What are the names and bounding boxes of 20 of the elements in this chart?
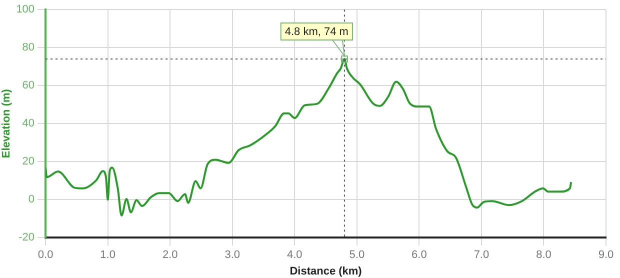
- x-tick-label: 9.0: [598, 249, 614, 262]
- x-tick-label: 1.0: [100, 249, 116, 262]
- x-tick-label: 8.0: [536, 249, 552, 262]
- x-tick-label: 3.0: [224, 249, 240, 262]
- y-tick-label: -20: [18, 232, 35, 244]
- x-tick-label: 4.0: [286, 249, 302, 262]
- x-tick-label: 7.0: [474, 249, 490, 262]
- x-tick-label: 6.0: [412, 249, 427, 262]
- y-tick-label: 100: [16, 4, 35, 16]
- y-axis-title: Elevation (m): [0, 88, 13, 158]
- y-tick-label: 60: [22, 80, 35, 92]
- x-tick-label: 5.0: [349, 249, 365, 262]
- y-tick-label: 20: [22, 156, 35, 168]
- x-tick-label: 0.0: [38, 249, 54, 262]
- x-axis-title: Distance (km): [290, 265, 362, 278]
- x-tick-label: 2.0: [162, 249, 178, 262]
- y-tick-label: 0: [28, 194, 35, 206]
- y-tick-label: 80: [22, 42, 35, 54]
- y-tick-label: 40: [22, 118, 35, 130]
- annotation: 4.8 km, 74 m: [284, 26, 348, 38]
